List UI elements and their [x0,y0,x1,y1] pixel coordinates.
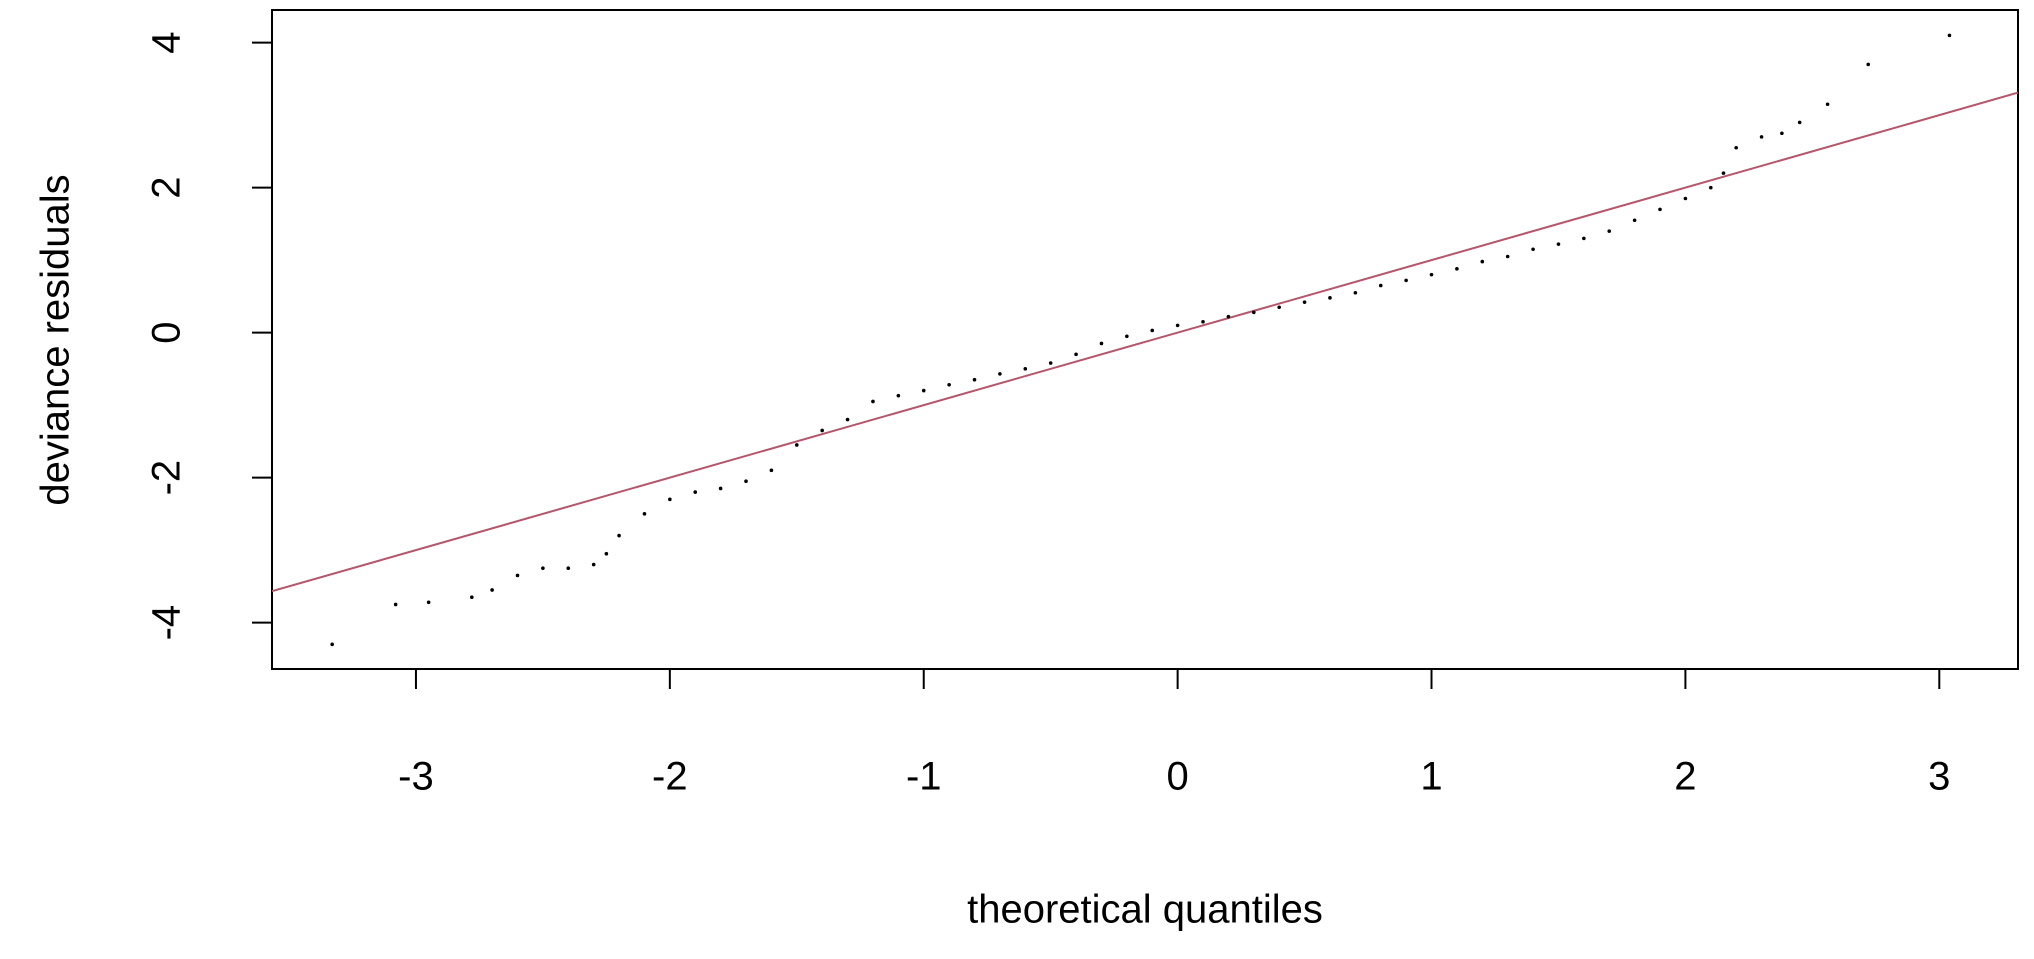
point [1074,352,1078,357]
point [896,393,901,398]
y-axis-title: deviance residuals [34,174,78,505]
point [490,588,494,592]
point [769,468,774,473]
point [541,566,545,571]
point [1825,102,1830,107]
point [1759,135,1764,139]
x-tick-label: 2 [1674,755,1696,799]
point [1378,283,1383,288]
point [1302,300,1307,304]
point [1226,314,1231,319]
point [1480,259,1485,264]
point [393,602,398,607]
x-axis-title: theoretical quantiles [967,888,1323,932]
point [1023,367,1028,371]
y-tick-label: -4 [145,605,189,641]
point [794,443,799,447]
point [1353,290,1358,295]
point [693,490,698,494]
y-tick-label: -2 [145,460,189,496]
point [1721,171,1726,175]
point [1683,196,1688,201]
point [515,573,520,578]
point [604,551,609,556]
point [1582,236,1586,241]
point [1328,296,1332,300]
point [1505,254,1510,259]
point [1125,334,1129,339]
point [820,428,824,433]
point [1277,305,1281,310]
point [1866,62,1871,67]
reference-line [272,91,2018,593]
point [845,417,850,422]
point [1048,361,1053,365]
point [871,399,875,404]
point [1780,131,1784,136]
point [1251,310,1256,315]
point [617,533,621,538]
point [1797,120,1802,125]
point [1404,278,1408,283]
point [1531,247,1535,252]
point [1658,207,1662,212]
x-tick-label: -1 [906,755,942,799]
point [718,486,723,491]
point [1150,328,1155,333]
point [1556,242,1561,246]
x-tick-label: -3 [398,755,434,799]
point [1429,272,1434,277]
point [744,479,748,484]
point [642,512,647,516]
point [1632,218,1637,223]
point [426,600,431,605]
plot-frame [271,9,2019,670]
point [947,383,951,387]
point [566,566,571,571]
point [972,377,977,382]
y-tick-label: 0 [145,321,189,343]
point [668,497,672,502]
x-tick-label: 1 [1420,755,1442,799]
point [591,562,596,567]
point [921,388,926,393]
x-tick-label: 3 [1928,755,1950,799]
point [470,595,474,600]
point [1201,319,1205,324]
point [1099,341,1104,346]
point [998,372,1002,376]
y-tick-label: 2 [145,176,189,198]
point [1175,323,1180,328]
x-tick-label: -2 [652,755,688,799]
point [1607,229,1612,233]
point [1947,33,1952,38]
point [1708,185,1713,190]
y-tick-label: 4 [145,31,189,53]
point [1734,145,1738,150]
x-tick-label: 0 [1166,755,1188,799]
point [330,642,334,647]
point [1455,267,1459,271]
